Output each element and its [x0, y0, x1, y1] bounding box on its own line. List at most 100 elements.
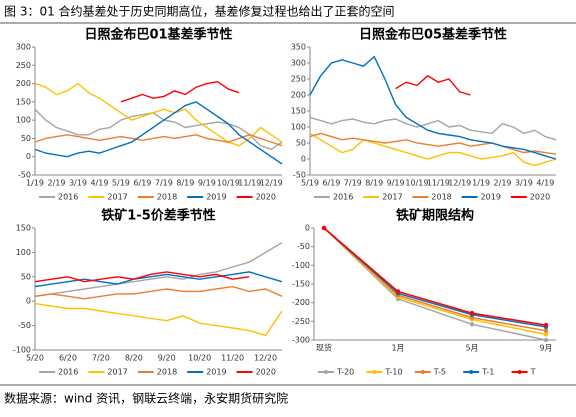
y-tick-label: 150 — [291, 107, 306, 116]
source-note: 数据来源：wind 资讯，钢联云终端，永安期货研究院 — [4, 391, 288, 406]
series-line — [323, 227, 547, 332]
y-tick-label: -100 — [292, 261, 310, 270]
y-tick-label: 100 — [16, 248, 31, 257]
x-tick-label: 12/19 — [448, 179, 471, 188]
point — [395, 289, 401, 294]
x-tick-label: 1/19 — [26, 179, 44, 188]
legend-label: 2018 — [431, 193, 451, 202]
x-tick-label: 11/19 — [238, 179, 261, 188]
legend-label: 2017 — [382, 193, 402, 202]
x-tick-label: 9/20 — [158, 354, 176, 363]
legend-label: 2017 — [107, 368, 127, 377]
y-tick-label: -250 — [292, 317, 310, 326]
legend-marker — [372, 370, 377, 374]
x-tick-label: 11/20 — [221, 354, 244, 363]
y-tick-label: 350 — [291, 43, 306, 52]
y-tick-label: -100 — [13, 346, 31, 355]
point — [469, 322, 475, 327]
series-line — [309, 132, 557, 167]
series-line — [120, 80, 240, 103]
legend-label: 2017 — [107, 193, 127, 202]
x-tick-label: 8/19 — [176, 179, 194, 188]
y-tick-label: 50 — [21, 134, 31, 143]
y-tick-label: -50 — [18, 321, 31, 330]
y-tick-label: -300 — [292, 336, 310, 345]
y-tick-label: -200 — [292, 298, 310, 307]
legend-marker — [324, 370, 328, 374]
series-line — [309, 116, 557, 141]
y-tick-label: -150 — [292, 280, 310, 289]
legend-label: T-1 — [481, 368, 494, 377]
y-tick-label: 0 — [26, 152, 31, 161]
y-tick-label: 150 — [16, 97, 31, 106]
x-tick-label: 4/19 — [536, 179, 554, 188]
series-line — [323, 227, 547, 326]
x-tick-label: 6/20 — [59, 354, 77, 363]
legend-label: 2018 — [157, 193, 177, 202]
x-tick-label: 1月 — [391, 344, 404, 353]
y-tick-label: 50 — [21, 272, 31, 281]
point — [543, 332, 549, 337]
point — [469, 310, 475, 316]
x-tick-label: 12/19 — [260, 179, 283, 188]
series-line — [34, 134, 283, 147]
x-tick-label: 现货 — [316, 343, 332, 353]
x-tick-label: 10/19 — [217, 179, 240, 188]
y-tick-label: 50 — [296, 139, 306, 148]
x-tick-label: 9/19 — [198, 179, 216, 188]
y-tick-label: 300 — [16, 43, 31, 52]
legend-label: T — [530, 368, 536, 377]
legend-label: 2020 — [256, 193, 276, 202]
x-tick-label: 10/20 — [188, 354, 211, 363]
legend-marker — [420, 370, 425, 374]
x-tick-label: 8/19 — [365, 179, 383, 188]
series-line — [34, 108, 283, 151]
legend-label: 2016 — [333, 193, 353, 202]
legend-marker — [517, 370, 522, 374]
legend-label: T-5 — [433, 368, 446, 377]
legend-label: 2020 — [530, 193, 550, 202]
y-tick-label: 300 — [291, 59, 306, 68]
series-line — [395, 74, 471, 96]
x-tick-label: 7/19 — [155, 179, 173, 188]
y-tick-label: -50 — [297, 242, 310, 251]
point — [543, 328, 549, 333]
series-line — [34, 82, 283, 147]
x-tick-label: 11/19 — [427, 179, 450, 188]
series-line — [323, 227, 547, 336]
x-tick-label: 2/19 — [47, 179, 65, 188]
series-line — [309, 132, 557, 155]
legend-label: 2016 — [58, 193, 78, 202]
x-tick-label: 9月 — [539, 344, 552, 353]
x-tick-label: 1/19 — [472, 179, 490, 188]
x-tick-label: 5月 — [465, 344, 478, 353]
x-tick-label: 6/19 — [133, 179, 151, 188]
legend-label: T-10 — [384, 368, 402, 377]
series-line — [34, 271, 250, 283]
y-tick-label: 100 — [291, 123, 306, 132]
point — [543, 337, 549, 343]
series-line — [34, 271, 283, 288]
legend-label: T-20 — [336, 368, 354, 377]
x-tick-label: 3/19 — [69, 179, 87, 188]
x-tick-label: 6/19 — [322, 179, 340, 188]
x-tick-label: 5/20 — [26, 354, 44, 363]
x-tick-label: 4/19 — [90, 179, 108, 188]
legend-marker — [469, 370, 474, 374]
y-tick-label: -50 — [293, 171, 306, 180]
y-tick-label: 250 — [16, 61, 31, 70]
y-tick-label: 0 — [305, 224, 310, 233]
series-line — [323, 227, 547, 341]
legend-label: 2020 — [256, 368, 276, 377]
legend-label: 2019 — [206, 193, 226, 202]
series-line — [34, 101, 283, 165]
chart-title: 日照金布巴01基差季节性 — [84, 27, 232, 43]
legend-label: 2019 — [481, 193, 501, 202]
y-tick-label: -50 — [18, 171, 31, 180]
x-tick-label: 5/19 — [301, 179, 319, 188]
chart-title: 铁矿期限结构 — [395, 208, 474, 224]
legend-label: 2016 — [58, 368, 78, 377]
x-tick-label: 9/19 — [387, 179, 405, 188]
x-tick-label: 12/20 — [254, 354, 277, 363]
